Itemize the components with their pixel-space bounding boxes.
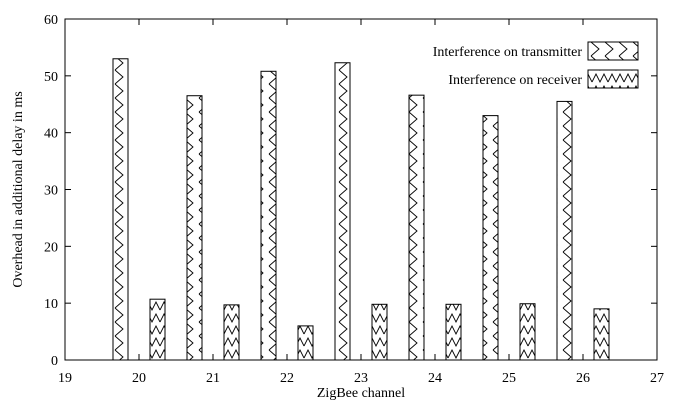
x-tick-label: 27 [650, 371, 664, 386]
x-axis-title: ZigBee channel [317, 386, 405, 401]
y-tick-label: 10 [44, 297, 58, 312]
x-tick-label: 22 [280, 371, 294, 386]
x-tick-label: 24 [428, 371, 442, 386]
y-tick-label: 40 [44, 127, 58, 142]
y-tick-label: 50 [44, 70, 58, 85]
x-tick-label: 23 [354, 371, 368, 386]
legend-label-transmitter: Interference on transmitter [433, 45, 583, 60]
x-tick-label: 20 [132, 371, 146, 386]
bars-group [112, 58, 610, 361]
x-tick-label: 19 [58, 371, 72, 386]
bar-receiver [149, 298, 166, 361]
bar-receiver [519, 303, 536, 361]
bar-transmitter [408, 94, 425, 361]
legend-swatch-transmitter [587, 41, 639, 61]
bar-receiver [593, 308, 610, 361]
bar-transmitter [186, 95, 203, 361]
legend-label-receiver: Interference on receiver [448, 73, 582, 88]
x-tick-label: 25 [502, 371, 516, 386]
bar-transmitter [482, 115, 499, 361]
y-tick-label: 60 [44, 13, 58, 28]
bar-receiver [445, 303, 462, 361]
y-tick-label: 20 [44, 240, 58, 255]
bar-transmitter [112, 58, 129, 361]
bar-receiver [223, 304, 240, 361]
x-tick-label: 26 [576, 371, 590, 386]
bar-receiver [297, 325, 314, 361]
bar-transmitter [334, 62, 351, 361]
bar-transmitter [556, 100, 573, 361]
bar-receiver [371, 303, 388, 361]
y-tick-label: 30 [44, 184, 58, 199]
x-tick-label: 21 [206, 371, 220, 386]
y-axis-title: Overhead in additional delay in ms [11, 91, 26, 287]
bar-transmitter [260, 70, 277, 361]
legend-swatch-receiver [587, 69, 639, 89]
y-tick-label: 0 [51, 354, 58, 369]
legend: Interference on transmitter Interference… [433, 41, 639, 89]
ticks-group: 19 20 21 22 23 24 25 26 27 0 10 20 30 40 50 60 [44, 13, 664, 386]
